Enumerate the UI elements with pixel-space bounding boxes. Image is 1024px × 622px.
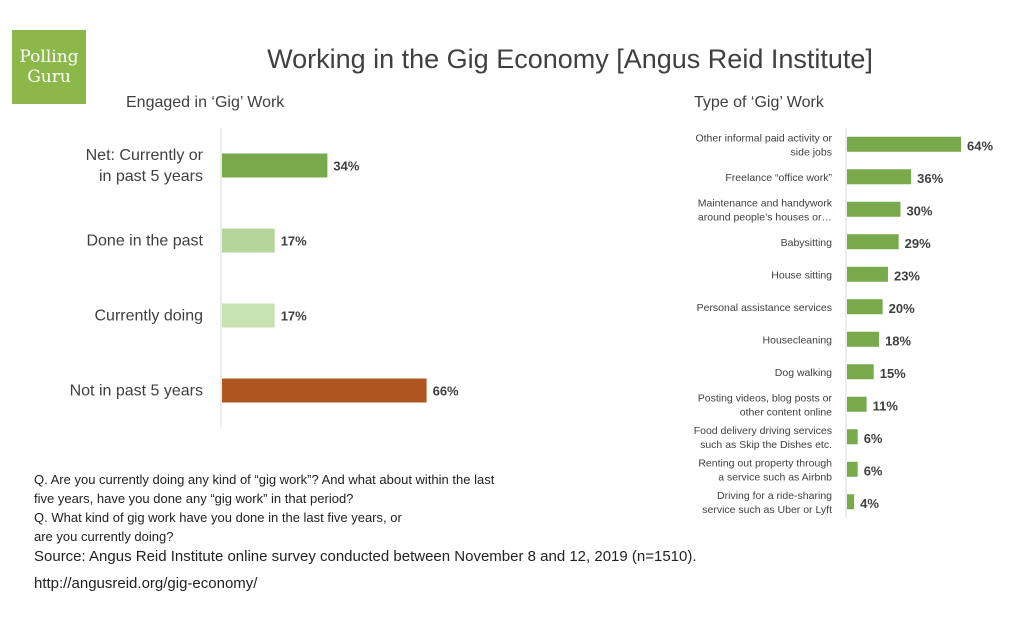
right-bar-label-11: 4% — [860, 496, 879, 511]
right-bar-label-10: 6% — [864, 463, 883, 478]
question-2-line-1: Q. What kind of gig work have you done i… — [34, 510, 402, 525]
right-category-label-3: Babysitting — [781, 237, 833, 249]
right-category-label-0: Other informal paid activity or side jobs — [695, 132, 832, 158]
right-bar-9 — [847, 429, 858, 445]
left-bar-label-2: 17% — [281, 309, 307, 324]
right-bar-label-3: 29% — [905, 236, 931, 251]
page-title: Working in the Gig Economy [Angus Reid I… — [267, 44, 873, 74]
left-category-label-1: Done in the past — [86, 233, 203, 250]
right-bar-label-4: 23% — [894, 268, 920, 283]
left-bar-1 — [222, 228, 275, 253]
right-bar-label-8: 11% — [873, 398, 899, 413]
right-bar-4 — [847, 266, 888, 282]
left-category-label-0: Net: Currently or in past 5 years — [86, 147, 204, 185]
right-bar-11 — [847, 494, 855, 510]
right-category-label-5: Personal assistance services — [697, 302, 832, 314]
right-bar-6 — [847, 331, 880, 347]
polling-guru-logo: Polling Guru — [12, 30, 86, 104]
right-category-label-9: Food delivery driving services such as Sk… — [694, 425, 832, 451]
right-bar-label-1: 36% — [917, 171, 943, 186]
right-bar-label-2: 30% — [906, 203, 932, 218]
right-bar-label-7: 15% — [880, 366, 906, 381]
left-category-label-3: Not in past 5 years — [70, 383, 203, 400]
logo-line-2: Guru — [27, 67, 71, 87]
right-bar-label-9: 6% — [864, 431, 883, 446]
right-bar-8 — [847, 396, 867, 412]
right-category-label-4: House sitting — [771, 269, 832, 281]
right-chart-title: Type of ‘Gig’ Work — [694, 94, 824, 111]
left-bar-3 — [222, 378, 427, 403]
right-category-label-10: Renting out property through a service su… — [698, 457, 832, 483]
right-bar-10 — [847, 461, 858, 477]
logo-line-1: Polling — [19, 47, 79, 67]
left-category-label-2: Currently doing — [95, 308, 204, 325]
question-1-line-2: five years, have you done any “gig work”… — [34, 491, 354, 506]
left-chart-title: Engaged in ‘Gig’ Work — [126, 94, 285, 111]
question-2-line-2: are you currently doing? — [34, 529, 174, 544]
type-gig-work-chart: 64% Other informal paid activity or side j… — [694, 128, 993, 518]
right-category-label-11: Driving for a ride-sharing service such a… — [702, 490, 832, 516]
right-bar-1 — [847, 169, 912, 185]
right-category-label-6: Housecleaning — [763, 334, 833, 346]
left-bar-label-0: 34% — [333, 159, 359, 174]
right-bar-3 — [847, 234, 899, 250]
right-bar-2 — [847, 201, 901, 217]
right-category-label-2: Maintenance and handywork around people’s… — [698, 197, 833, 223]
right-category-label-8: Posting videos, blog posts or other conte… — [698, 392, 833, 418]
right-bar-0 — [847, 136, 961, 152]
right-bar-label-6: 18% — [885, 333, 911, 348]
engaged-gig-work-chart: 34% Net: Currently or in past 5 years 17% Do… — [70, 128, 459, 428]
right-category-label-1: Freelance “office work” — [725, 172, 832, 184]
question-1-line-1: Q. Are you currently doing any kind of “… — [34, 472, 495, 487]
right-bar-label-5: 20% — [889, 301, 915, 316]
survey-questions: Q. Are you currently doing any kind of “… — [34, 470, 594, 546]
right-bar-label-0: 64% — [967, 138, 993, 153]
source-note: Source: Angus Reid Institute online surv… — [34, 548, 697, 565]
right-bar-5 — [847, 299, 883, 315]
left-bar-0 — [222, 153, 328, 178]
left-bar-label-3: 66% — [433, 384, 459, 399]
right-bar-7 — [847, 364, 874, 380]
left-bar-label-1: 17% — [281, 234, 307, 249]
right-category-label-7: Dog walking — [775, 367, 832, 379]
left-bar-2 — [222, 303, 275, 328]
source-url: http://angusreid.org/gig-economy/ — [34, 575, 258, 592]
